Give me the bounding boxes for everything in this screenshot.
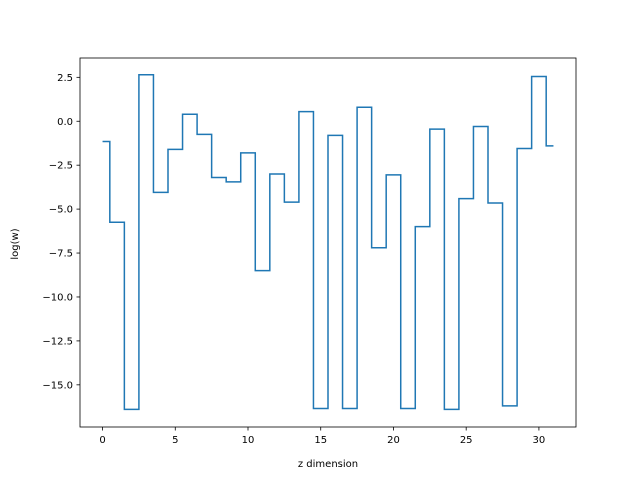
y-tick-label: 0.0 [57, 117, 73, 128]
y-tick-label: −10.0 [42, 292, 73, 303]
plot-area [102, 73, 554, 411]
y-tick-label: −7.5 [49, 249, 73, 260]
axes-frame [79, 57, 577, 428]
x-tick-label: 15 [314, 435, 327, 446]
x-tick-label: 20 [387, 435, 400, 446]
x-tick-label: 30 [533, 435, 546, 446]
x-tick-label: 25 [460, 435, 473, 446]
x-axis-ticks: 0 5 10 15 20 25 30 [99, 427, 545, 446]
y-tick-label: 2.5 [57, 73, 73, 84]
x-tick-label: 0 [99, 435, 105, 446]
y-tick-label: −2.5 [49, 161, 73, 172]
series-line [102, 73, 554, 411]
y-axis-ticks: 2.5 0.0 −2.5 −5.0 −7.5 −10.0 −12.5 −15.0 [42, 73, 80, 391]
y-tick-label: −12.5 [42, 336, 73, 347]
x-tick-label: 5 [172, 435, 178, 446]
y-axis-label: log(w) [10, 228, 21, 259]
y-tick-label: −15.0 [42, 380, 73, 391]
y-tick-label: −5.0 [49, 205, 73, 216]
x-tick-label: 10 [242, 435, 255, 446]
x-axis-label: z dimension [298, 459, 358, 470]
